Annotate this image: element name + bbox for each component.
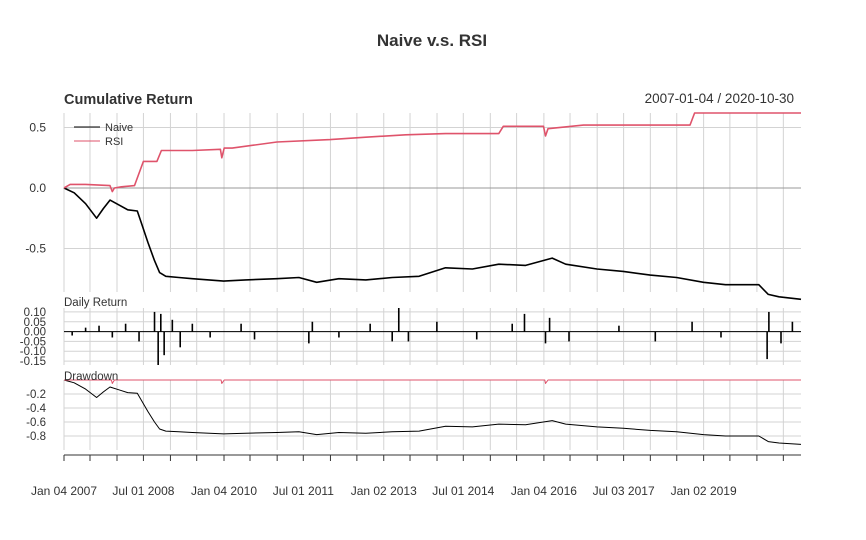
x-tick-label: Jan 02 2019 [671, 484, 737, 498]
legend-label-rsi: RSI [105, 136, 123, 148]
x-tick-label: Jan 04 2016 [511, 484, 577, 498]
y-tick-label: -0.6 [26, 417, 46, 429]
x-tick-label: Jul 03 2017 [593, 484, 655, 498]
y-tick-label: 0.00 [24, 327, 46, 339]
series-line-naive-drawdown [63, 379, 802, 445]
y-tick-label: 0.10 [24, 307, 46, 319]
y-tick-label: 0.5 [29, 121, 46, 135]
y-tick-label: 0.0 [29, 181, 46, 195]
grid-layer [63, 113, 801, 461]
y-tick-label: -0.8 [26, 431, 46, 443]
series-line-rsi-cumulative [63, 112, 801, 193]
panel-title-cumulative: Cumulative Return [64, 92, 193, 108]
chart-title: Naive v.s. RSI [377, 31, 487, 50]
x-tick-label: Jan 02 2013 [351, 484, 417, 498]
y-tick-label: -0.2 [26, 389, 46, 401]
y-tick-label: -0.05 [20, 336, 46, 348]
legend-label-naive: Naive [105, 122, 133, 134]
x-tick-label: Jan 04 2007 [31, 484, 97, 498]
y-tick-label: -0.15 [20, 356, 46, 368]
tick-label-layer: Jan 04 2007 Jul 01 2008 Jan 04 2010 Jul 01 … [20, 121, 737, 498]
x-tick-label: Jul 01 2008 [112, 484, 174, 498]
y-tick-label: -0.5 [25, 241, 46, 255]
x-tick-label: Jul 01 2014 [432, 484, 494, 498]
y-tick-label: 0.05 [24, 317, 46, 329]
date-range-label: 2007-01-04 / 2020-10-30 [645, 91, 794, 106]
x-tick-label: Jul 01 2011 [273, 484, 334, 498]
y-tick-label: -0.4 [26, 403, 46, 415]
series-line-rsi-drawdown [64, 379, 801, 384]
panel-title-daily: Daily Return [64, 297, 127, 309]
series-line-naive-cumulative [63, 187, 802, 301]
series-layer [63, 112, 802, 445]
y-tick-label: -0.10 [20, 346, 46, 358]
panel-title-drawdown: Drawdown [64, 371, 118, 383]
x-tick-label: Jan 04 2010 [191, 484, 257, 498]
legend: Naive RSI [74, 122, 133, 148]
